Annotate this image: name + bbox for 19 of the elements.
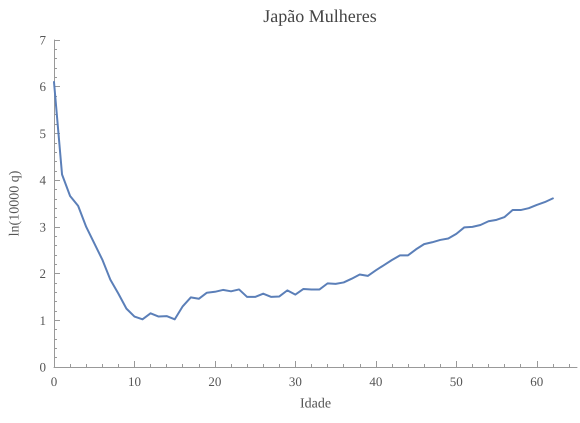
y-tick-label: 2: [40, 266, 46, 282]
x-tick-label: 40: [369, 374, 382, 389]
x-tick-label: 50: [450, 374, 463, 389]
x-tick-label: 30: [288, 374, 302, 389]
x-axis-title: Idade: [300, 396, 332, 412]
x-tick-label: 20: [208, 374, 222, 389]
line-series: [53, 81, 554, 320]
y-tick-label: 0: [40, 360, 46, 374]
x-tick-label: 60: [530, 374, 544, 389]
y-tick-label: 3: [40, 219, 46, 234]
y-tick-label: 1: [40, 312, 46, 328]
y-axis-title: ln(10000 q): [8, 170, 22, 236]
y-tick-label: 6: [40, 79, 46, 94]
y-tick-label: 5: [40, 126, 46, 141]
y-tick-label: 4: [40, 172, 46, 188]
chart-title: Japão Mulheres: [263, 6, 377, 26]
x-tick-label: 0: [50, 374, 58, 389]
y-tick-label: 7: [40, 32, 46, 48]
x-tick-label: 10: [128, 374, 141, 389]
